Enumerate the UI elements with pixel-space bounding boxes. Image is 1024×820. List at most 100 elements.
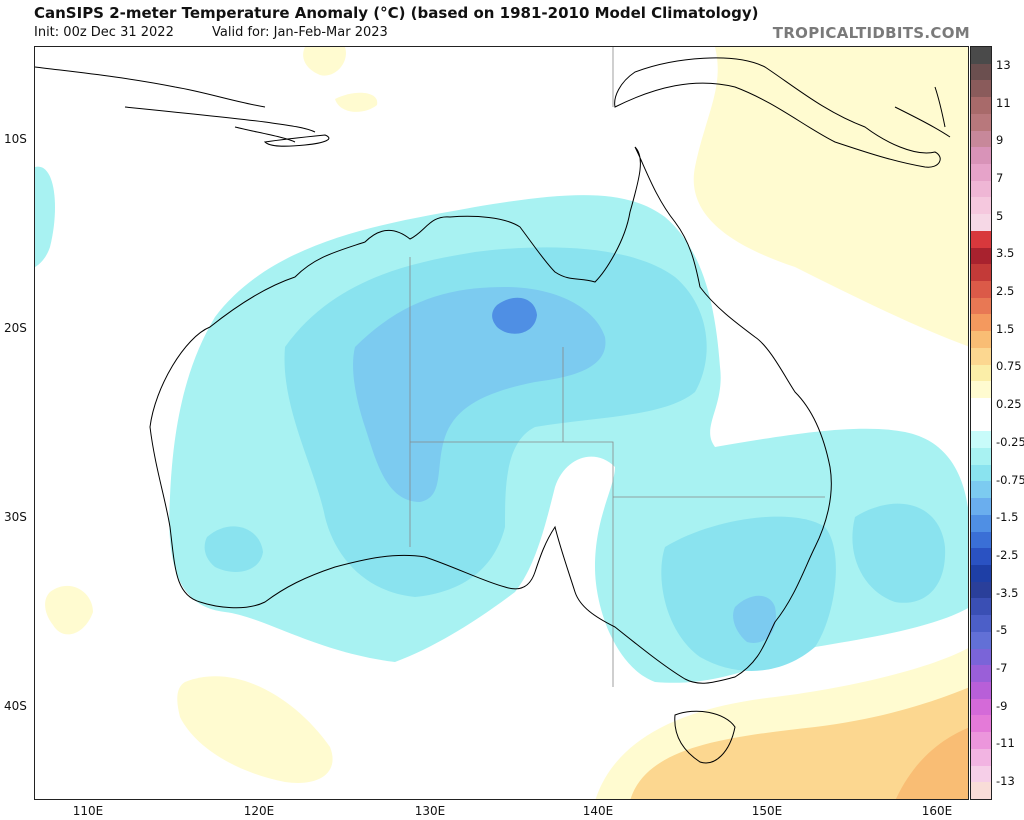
colorbar-label: -0.25: [996, 434, 1024, 449]
site-brand: TROPICALTIDBITS.COM: [772, 24, 970, 42]
colorbar-label: -0.75: [996, 472, 1024, 487]
australia-coast: [149, 146, 832, 684]
colorbar-label: 2.5: [996, 284, 1015, 299]
colorbar-cell: [971, 682, 991, 700]
colorbar-cell: [971, 631, 991, 650]
colorbar-cell: [971, 97, 991, 115]
colorbar-cell: [971, 732, 991, 750]
colorbar-label: -11: [996, 736, 1015, 751]
colorbar-cell: [971, 431, 991, 449]
colorbar-label: 0.75: [996, 359, 1022, 374]
colorbar-cell: [971, 615, 991, 633]
colorbar-label: -3.5: [996, 585, 1019, 600]
colorbar-cell: [971, 715, 991, 733]
anomaly-cool-15-se: [733, 595, 776, 643]
colorbar-cell: [971, 698, 991, 716]
colorbar-cell: [971, 297, 991, 315]
colorbar-cell: [971, 247, 991, 265]
colorbar-cell: [971, 147, 991, 165]
lon-label: 160E: [921, 804, 953, 818]
colorbar-label: 7: [996, 171, 1004, 186]
colorbar-label: -5: [996, 623, 1008, 638]
anomaly-warm-northeast: [693, 47, 968, 347]
lat-label: 10S: [4, 132, 27, 146]
colorbar-cell: [971, 548, 991, 566]
map-canvas: [35, 47, 968, 799]
coastlines: [35, 57, 951, 764]
lon-label: 150E: [751, 804, 783, 818]
anomaly-cool-075-west: [204, 526, 263, 572]
colorbar-label: 13: [996, 58, 1011, 72]
anomaly-warm-southwest: [45, 585, 93, 635]
colorbar: [970, 46, 992, 800]
colorbar-cell: [971, 331, 991, 349]
tasmania-coast: [674, 710, 736, 764]
valid-period: Valid for: Jan-Feb-Mar 2023: [212, 25, 388, 40]
colorbar-cell: [971, 448, 991, 466]
colorbar-cell: [971, 414, 991, 432]
colorbar-cell: [971, 748, 991, 767]
indonesia-islands: [35, 66, 316, 143]
colorbar-cell: [971, 531, 991, 549]
lat-label: 30S: [4, 510, 27, 524]
colorbar-label: 1.5: [996, 321, 1015, 336]
anomaly-warm-southeast-mid: [630, 687, 968, 799]
anomaly-warm-north-small: [303, 47, 346, 76]
colorbar-cell: [971, 464, 991, 482]
map-title: CanSIPS 2-meter Temperature Anomaly (°C)…: [34, 4, 759, 22]
colorbar-label: 11: [996, 95, 1011, 110]
anomaly-cool-east-coast-west: [35, 166, 55, 267]
colorbar-cell: [971, 280, 991, 299]
colorbar-cell: [971, 765, 991, 783]
colorbar-cell: [971, 130, 991, 148]
colorbar-cell: [971, 180, 991, 198]
colorbar-cell: [971, 364, 991, 382]
colorbar-cell: [971, 397, 991, 416]
anomaly-cool-25: [492, 297, 537, 334]
init-time: Init: 00z Dec 31 2022: [34, 25, 174, 40]
colorbar-cell: [971, 80, 991, 98]
colorbar-cell: [971, 665, 991, 683]
lon-label: 140E: [582, 804, 614, 818]
colorbar-cell: [971, 113, 991, 132]
lon-label: 110E: [72, 804, 104, 818]
anomaly-warm-timor: [335, 92, 378, 112]
colorbar-cell: [971, 381, 991, 399]
colorbar-label: 0.25: [996, 397, 1022, 412]
lat-label: 40S: [4, 699, 27, 713]
colorbar-cell: [971, 498, 991, 516]
colorbar-label: -13: [996, 774, 1015, 788]
colorbar-cell: [971, 648, 991, 666]
anomaly-map: [34, 46, 969, 800]
colorbar-cell: [971, 565, 991, 583]
colorbar-cell: [971, 163, 991, 182]
lon-label: 130E: [414, 804, 446, 818]
colorbar-label: 3.5: [996, 246, 1015, 261]
anomaly-cool-15: [353, 287, 606, 502]
anomaly-warm-southeast-high: [895, 727, 968, 799]
lat-label: 20S: [4, 321, 27, 335]
colorbar-cell: [971, 581, 991, 599]
colorbar-label: -1.5: [996, 510, 1019, 525]
anomaly-cool-075-se: [661, 516, 836, 671]
colorbar-label: 9: [996, 133, 1004, 148]
colorbar-cell: [971, 481, 991, 499]
colorbar-cell: [971, 347, 991, 365]
colorbar-cell: [971, 514, 991, 533]
colorbar-cell: [971, 782, 991, 800]
new-guinea-coast: [614, 57, 941, 168]
colorbar-label: 5: [996, 208, 1004, 223]
colorbar-cell: [971, 214, 991, 232]
colorbar-cell: [971, 47, 991, 65]
colorbar-cell: [971, 314, 991, 332]
anomaly-cool-075-tas: [852, 503, 946, 603]
lon-label: 120E: [243, 804, 275, 818]
anomaly-warm-south: [177, 676, 333, 783]
colorbar-cell: [971, 63, 991, 81]
bougainville-coast: [894, 86, 951, 138]
colorbar-cell: [971, 230, 991, 249]
state-borders: [409, 47, 825, 687]
timor-coast: [263, 134, 330, 147]
colorbar-cell: [971, 264, 991, 282]
colorbar-label: -9: [996, 698, 1008, 713]
